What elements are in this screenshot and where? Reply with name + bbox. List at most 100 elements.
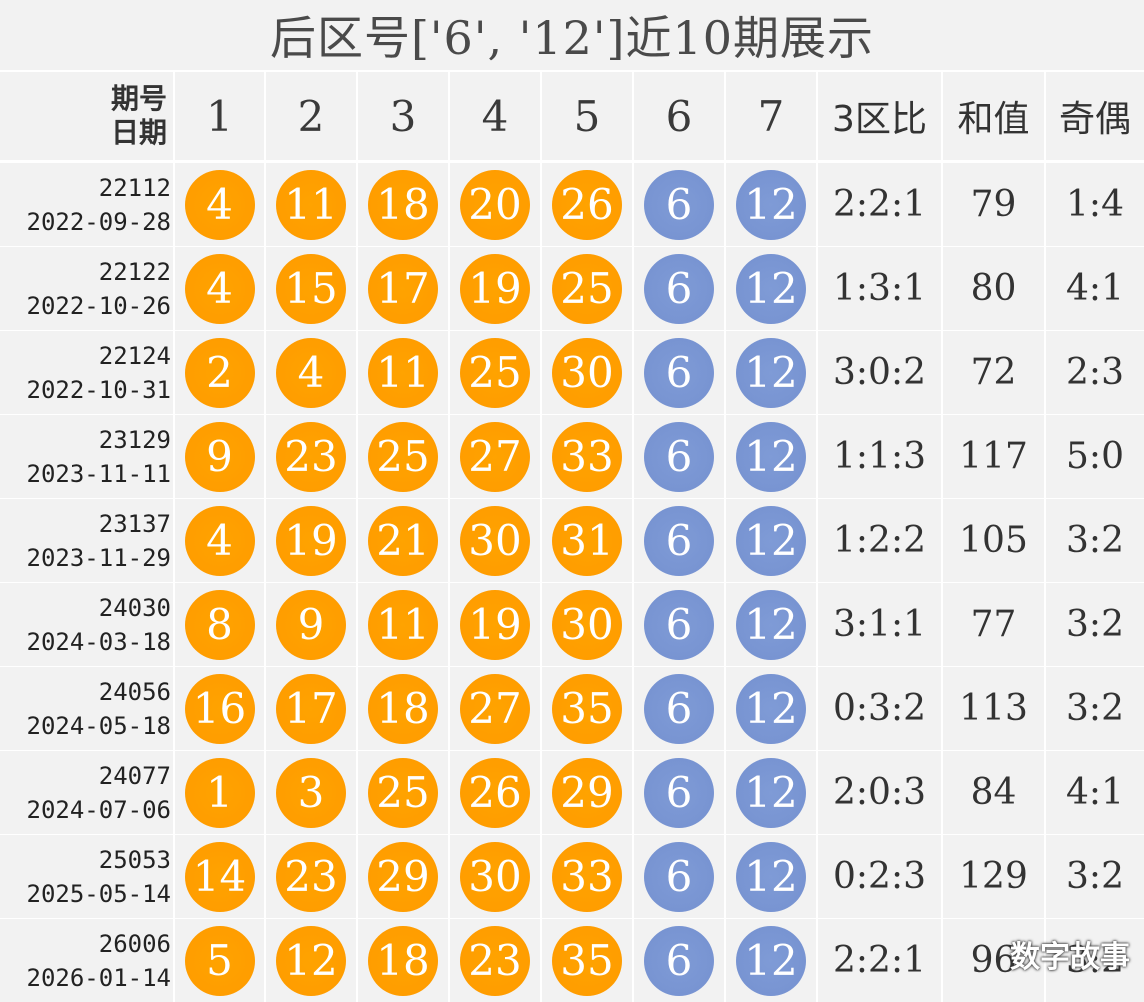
front-ball-cell: 21: [358, 499, 448, 582]
back-ball-cell: 6: [634, 499, 724, 582]
front-ball: 31: [552, 505, 622, 576]
back-ball: 12: [736, 589, 806, 660]
header-sum: 和值: [943, 72, 1044, 160]
back-ball-cell: 6: [634, 415, 724, 498]
odd-even-cell: 2:3: [1046, 331, 1144, 414]
front-ball-cell: 8: [175, 583, 264, 666]
draw-date: 2022-10-26: [26, 291, 172, 320]
odd-even-value: 4:1: [1066, 772, 1124, 813]
front-ball: 17: [276, 673, 346, 744]
header-column-3: 3: [358, 72, 448, 160]
front-ball-cell: 33: [542, 835, 632, 918]
zone-ratio-value: 0:2:3: [833, 856, 926, 897]
back-ball: 6: [644, 589, 714, 660]
back-ball: 6: [644, 337, 714, 408]
front-ball: 20: [460, 169, 530, 240]
back-ball-cell: 12: [726, 331, 816, 414]
front-ball: 1: [184, 757, 255, 828]
header-period-label: 期号: [110, 82, 167, 115]
front-ball: 30: [552, 589, 622, 660]
header-column-6: 6: [634, 72, 724, 160]
row-period-date: 23137 2023-11-29: [0, 499, 173, 582]
front-ball-cell: 25: [542, 247, 632, 330]
front-ball-cell: 11: [358, 331, 448, 414]
front-ball-cell: 12: [266, 919, 356, 1002]
front-ball-cell: 19: [450, 247, 540, 330]
front-ball-cell: 33: [542, 415, 632, 498]
front-ball-cell: 16: [175, 667, 264, 750]
odd-even-cell: 3:2: [1046, 919, 1144, 1002]
draw-date: 2023-11-11: [26, 459, 172, 488]
front-ball-cell: 5: [175, 919, 264, 1002]
front-ball-cell: 4: [175, 499, 264, 582]
zone-ratio-value: 1:1:3: [833, 436, 926, 477]
row-period-date: 24056 2024-05-18: [0, 667, 173, 750]
back-ball: 6: [644, 169, 714, 240]
odd-even-value: 3:2: [1066, 520, 1124, 561]
back-ball: 6: [644, 841, 714, 912]
front-ball-cell: 26: [450, 751, 540, 834]
header-column-1: 1: [175, 72, 264, 160]
front-ball-cell: 4: [266, 331, 356, 414]
back-ball: 6: [644, 925, 714, 996]
front-ball-cell: 15: [266, 247, 356, 330]
front-ball-cell: 17: [358, 247, 448, 330]
odd-even-cell: 3:2: [1046, 583, 1144, 666]
row-period-date: 24077 2024-07-06: [0, 751, 173, 834]
front-ball-cell: 23: [266, 835, 356, 918]
front-ball: 25: [460, 337, 530, 408]
back-ball: 6: [644, 505, 714, 576]
front-ball-cell: 30: [450, 499, 540, 582]
zone-ratio-cell: 0:2:3: [818, 835, 941, 918]
zone-ratio-cell: 2:2:1: [818, 163, 941, 246]
row-period-date: 26006 2026-01-14: [0, 919, 173, 1002]
back-ball: 12: [736, 841, 806, 912]
sum-value: 77: [970, 604, 1017, 645]
zone-ratio-value: 3:1:1: [833, 604, 926, 645]
front-ball-cell: 27: [450, 667, 540, 750]
odd-even-cell: 4:1: [1046, 751, 1144, 834]
front-ball-cell: 18: [358, 163, 448, 246]
front-ball-cell: 29: [358, 835, 448, 918]
front-ball: 23: [276, 841, 346, 912]
period-number: 23129: [98, 425, 171, 454]
front-ball-cell: 19: [266, 499, 356, 582]
front-ball: 26: [552, 169, 622, 240]
front-ball: 19: [460, 253, 530, 324]
header-period-date: 期号 日期: [0, 72, 173, 160]
front-ball-cell: 9: [266, 583, 356, 666]
draw-date: 2024-07-06: [26, 795, 172, 824]
odd-even-value: 2:3: [1066, 352, 1124, 393]
header-column-label: 1: [206, 91, 233, 141]
front-ball: 30: [460, 841, 530, 912]
header-column-5: 5: [542, 72, 632, 160]
front-ball: 29: [368, 841, 438, 912]
front-ball: 18: [368, 673, 438, 744]
sum-value: 113: [959, 688, 1028, 729]
back-ball-cell: 12: [726, 667, 816, 750]
sum-cell: 72: [943, 331, 1044, 414]
odd-even-value: 5:0: [1066, 436, 1124, 477]
back-ball-cell: 6: [634, 247, 724, 330]
period-number: 23137: [98, 509, 171, 538]
zone-ratio-cell: 2:2:1: [818, 919, 941, 1002]
front-ball-cell: 25: [358, 415, 448, 498]
sum-cell: 96: [943, 919, 1044, 1002]
front-ball: 12: [276, 925, 346, 996]
header-column-7: 7: [726, 72, 816, 160]
front-ball: 16: [184, 673, 255, 744]
front-ball: 25: [368, 757, 438, 828]
header-odd-even-label: 奇偶: [1058, 99, 1131, 140]
front-ball-cell: 27: [450, 415, 540, 498]
front-ball-cell: 31: [542, 499, 632, 582]
front-ball: 35: [552, 673, 622, 744]
front-ball: 11: [276, 169, 346, 240]
sum-cell: 80: [943, 247, 1044, 330]
front-ball: 30: [552, 337, 622, 408]
back-ball: 12: [736, 757, 806, 828]
front-ball: 27: [460, 421, 530, 492]
draw-date: 2024-05-18: [26, 711, 172, 740]
front-ball: 21: [368, 505, 438, 576]
odd-even-cell: 1:4: [1046, 163, 1144, 246]
header-column-label: 7: [757, 91, 785, 141]
